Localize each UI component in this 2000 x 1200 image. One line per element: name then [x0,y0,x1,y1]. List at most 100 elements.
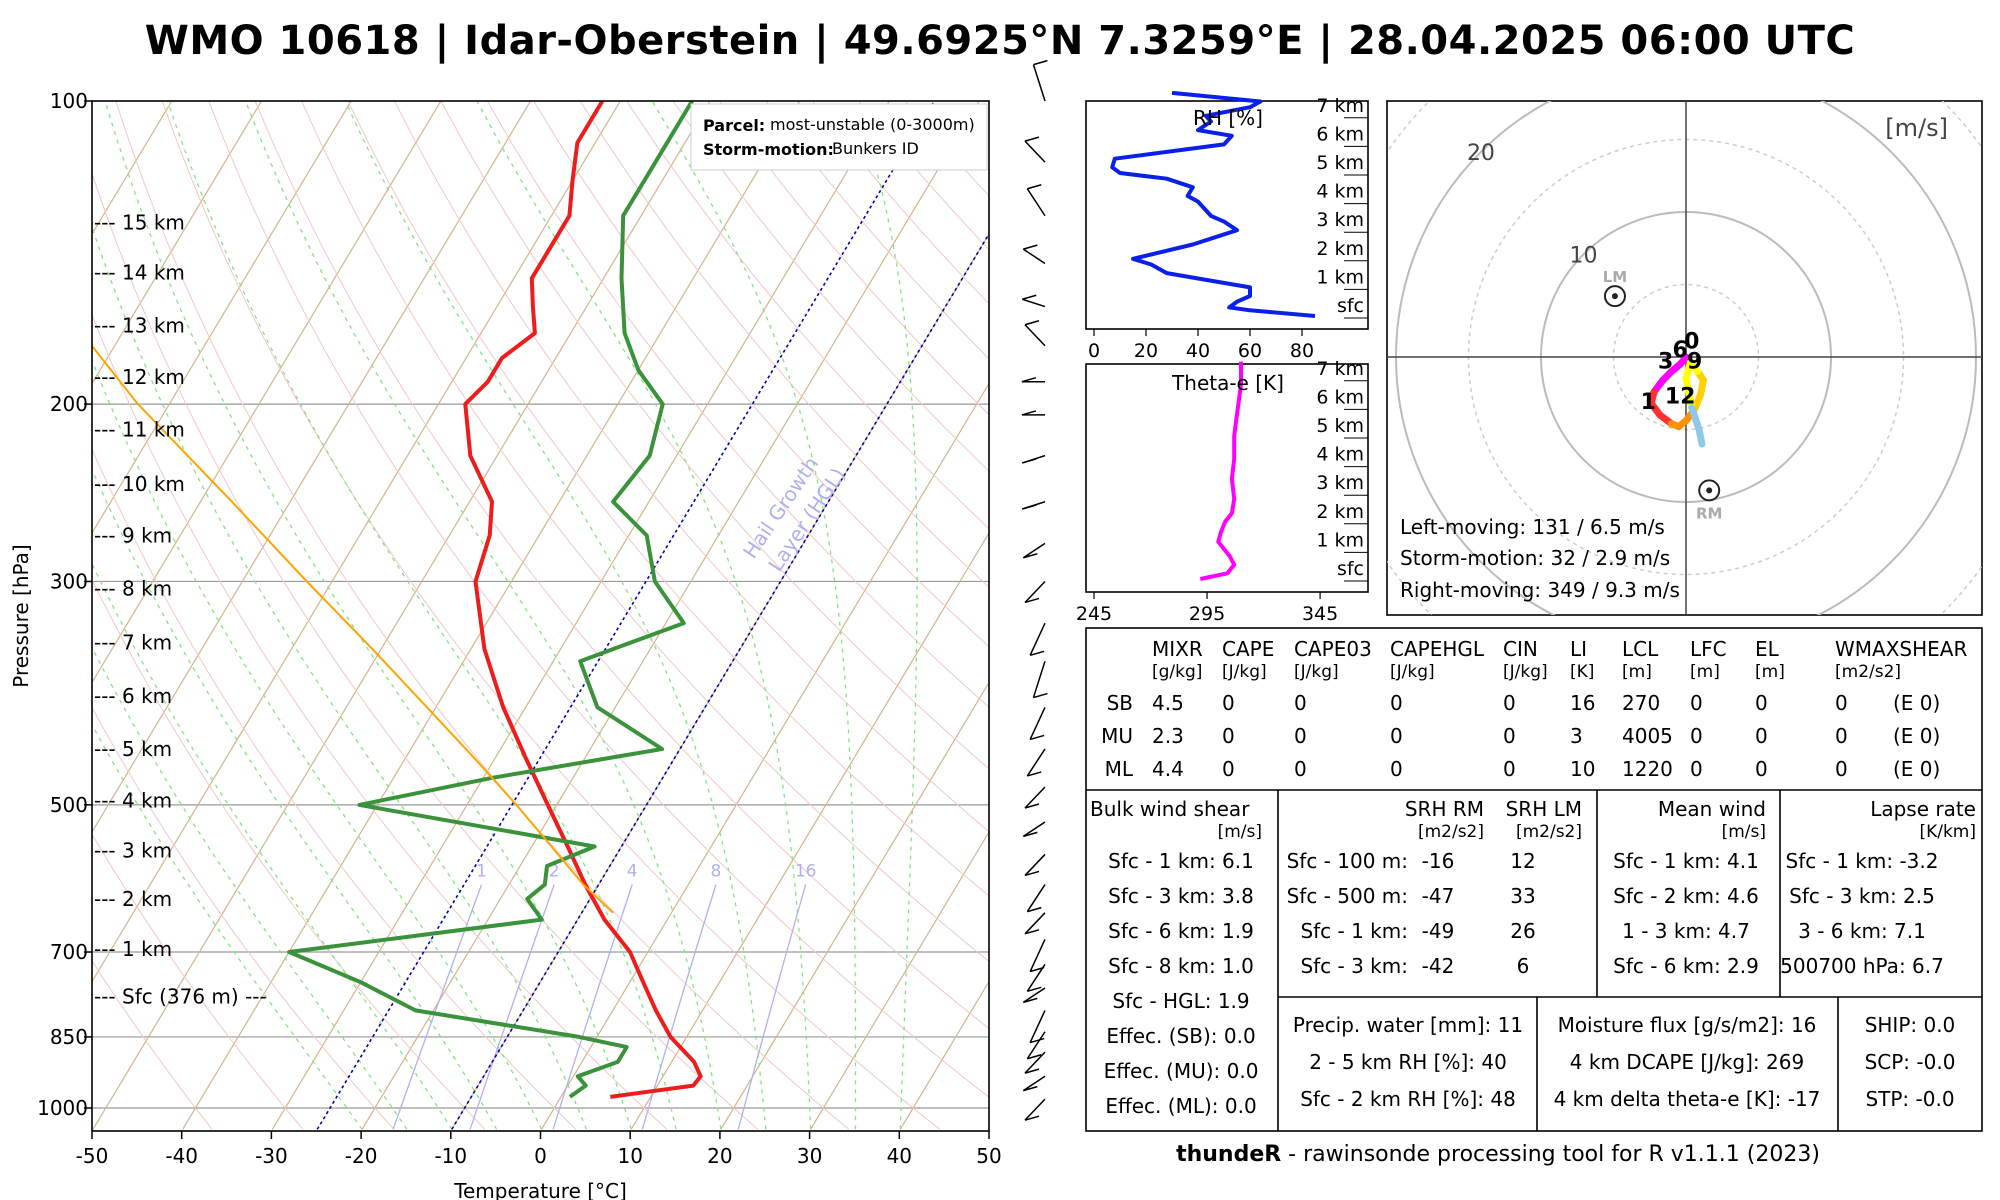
srh-row-label: Sfc - 100 m: [1287,849,1408,873]
parcel-cell: 0 [1222,691,1235,715]
parcel-cell: 0 [1390,757,1403,781]
height-tick-label: 3 km [1316,472,1364,494]
srh-lm-value: 33 [1510,884,1535,908]
mean-wind-row: Sfc - 6 km: 2.9 [1613,954,1759,978]
parcel-cell: 0 [1390,724,1403,748]
flux-row: Moisture flux [g/s/m2]: 16 [1558,1013,1817,1037]
height-label: --- 15 km [94,210,185,234]
srh-lm-value: 12 [1510,849,1535,873]
bulk-shear-row: Sfc - 6 km: 1.9 [1108,919,1254,943]
x-tick-label: 50 [976,1144,1001,1168]
lapse-rate-row: 500700 hPa: 6.7 [1780,954,1944,978]
height-tick-label: 4 km [1316,181,1364,203]
height-label: --- 5 km [94,737,172,761]
temperature-line [463,101,703,1099]
parcel-column-header: MIXR [1152,637,1203,661]
moisture-row: Sfc - 2 km RH [%]: 48 [1300,1087,1516,1111]
legend-parcel-value: most-unstable (0-3000m) [770,115,975,134]
parameter-tables: MIXR[g/kg]CAPE[J/kg]CAPE03[J/kg]CAPEHGL[… [1085,627,1983,1132]
storm-motion-label: LM [1603,268,1628,286]
parcel-column-header: LCL [1622,637,1659,661]
bulk-shear-row: Effec. (SB): 0.0 [1106,1024,1255,1048]
srh-rm-value: -49 [1422,919,1455,943]
skew-t-frame [91,100,990,1132]
mixing-ratio-label: 4 [627,862,638,882]
height-tick-label: 1 km [1316,529,1364,551]
hodograph-height-label: 6 [1673,338,1688,363]
hodograph-height-label: 12 [1665,384,1696,409]
srh-row-label: Sfc - 1 km: [1300,919,1408,943]
parcel-column-unit: [J/kg] [1390,662,1435,682]
bulk-shear-row: Effec. (ML): 0.0 [1105,1094,1256,1118]
rh-series-line [1110,90,1316,318]
lapse-rate-unit: [K/km] [1919,822,1976,842]
parcel-column-header: LI [1570,637,1587,661]
wind-barb [1024,1051,1046,1074]
height-label: --- 12 km [94,365,185,389]
parcel-cell: 4.4 [1152,757,1184,781]
parcel-column-header: WMAXSHEAR [1835,637,1967,661]
x-tick-label: 40 [1186,340,1210,362]
mean-wind-unit: [m/s] [1722,822,1766,842]
x-tick-label: -40 [165,1144,198,1168]
x-tick-label: 20 [707,1144,732,1168]
mean-wind-row: Sfc - 1 km: 4.1 [1613,849,1759,873]
hodograph-segment [1695,426,1706,448]
composite-row: SCP: -0.0 [1865,1050,1956,1074]
moisture-row: Precip. water [mm]: 11 [1293,1013,1523,1037]
height-tick-label: 2 km [1316,501,1364,523]
mean-wind-row: 1 - 3 km: 4.7 [1622,919,1750,943]
parcel-cell: 0 [1503,757,1516,781]
theta-e-profile-panel: Theta-e [K] sfc 1 km 2 km 3 km 4 km 5 km 6 km 7… [1076,358,1369,625]
parcel-column-unit: [J/kg] [1503,662,1548,682]
srh-rm-value: -16 [1422,849,1455,873]
hodograph-storm-motion: Storm-motion: 32 / 2.9 m/s [1400,546,1670,570]
bulk-shear-row: Sfc - 3 km: 3.8 [1108,884,1254,908]
parcel-column-unit: [m] [1690,662,1720,682]
srh-row-label: Sfc - 3 km: [1300,954,1408,978]
flux-row: 4 km DCAPE [J/kg]: 269 [1570,1050,1804,1074]
mean-wind-row: Sfc - 2 km: 4.6 [1613,884,1759,908]
x-tick-label: 40 [887,1144,912,1168]
x-tick-label: 80 [1290,340,1314,362]
lapse-rate-row: Sfc - 1 km: -3.2 [1786,849,1939,873]
legend-storm-key: Storm-motion: [703,140,834,159]
parcel-cell: 10 [1570,757,1595,781]
x-tick-label: 30 [797,1144,822,1168]
theta-e-series-line [1199,361,1243,581]
wind-barb [1032,660,1048,699]
parcel-cell: 3 [1570,724,1583,748]
height-label: --- 1 km [94,937,172,961]
x-tick-label: 245 [1076,603,1112,625]
legend-storm-value: Bunkers ID [832,139,919,158]
height-label: --- 7 km [94,631,172,655]
y-tick-label: 200 [50,392,88,416]
footer-text: - rawinsonde processing tool for R v1.1.… [1281,1142,1820,1167]
wind-barb [1026,184,1046,217]
bulk-shear-row: Sfc - 1 km: 6.1 [1108,849,1254,873]
wind-barb [1029,706,1046,741]
parcel-cell: 0 [1690,724,1703,748]
wind-barb [1032,59,1048,102]
footer-name: thundeR [1176,1142,1282,1167]
wind-barb [1026,884,1046,913]
wind-barbs [1021,59,1048,1121]
parcel-cell: 4005 [1622,724,1673,748]
srh-lm-title: SRH LM [1506,797,1582,821]
height-tick-label: 1 km [1316,266,1364,288]
legend-parcel-key: Parcel: [703,116,765,135]
hodograph-ring-label: 10 [1569,243,1597,268]
height-tick-label: 6 km [1316,386,1364,408]
bulk-shear-row: Effec. (MU): 0.0 [1104,1059,1259,1083]
parcel-cell: 0 [1390,691,1403,715]
height-tick-label: 7 km [1316,95,1364,117]
parcel-cell: 0 [1835,724,1848,748]
parcel-column-header: CAPE03 [1294,637,1372,661]
height-tick-label: 5 km [1316,152,1364,174]
x-tick-label: 345 [1302,603,1338,625]
y-tick-label: 300 [50,569,88,593]
wind-barb [1026,963,1046,993]
hodograph-left-moving: Left-moving: 131 / 6.5 m/s [1400,515,1665,539]
x-axis-label: Temperature [°C] [453,1179,627,1200]
